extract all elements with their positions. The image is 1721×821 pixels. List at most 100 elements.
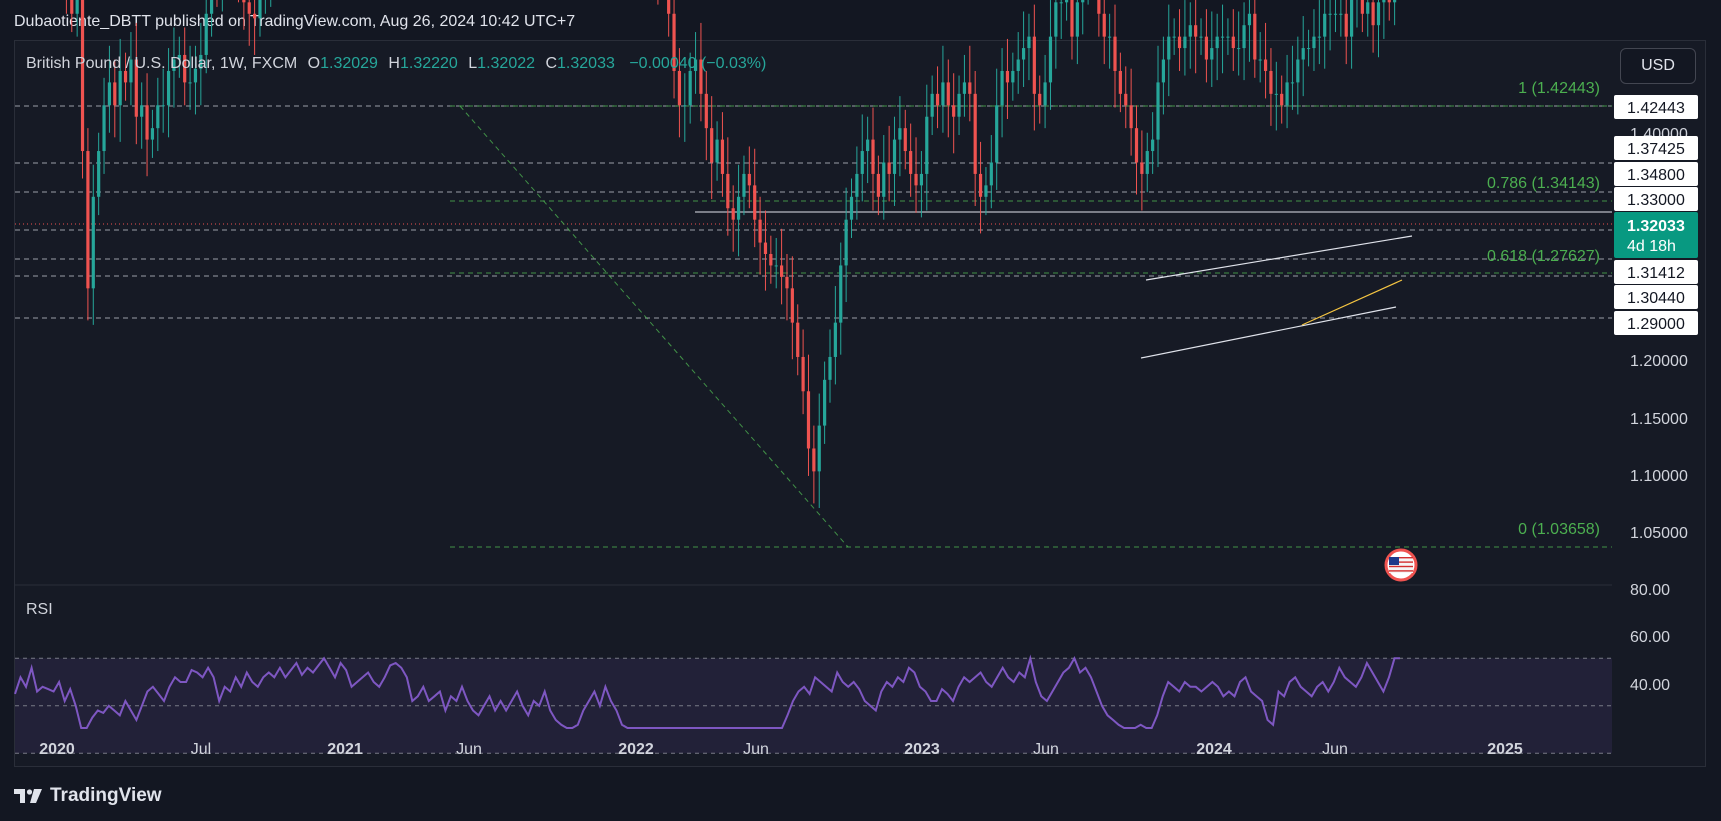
candle-body (1102, 13, 1106, 37)
candle-body (989, 162, 993, 186)
candle-body (763, 242, 768, 254)
candle-body (1231, 36, 1235, 49)
candle-body (919, 173, 924, 186)
high-value: 1.32220 (399, 55, 458, 72)
candle-body (1043, 82, 1047, 106)
candle-body (1081, 0, 1085, 3)
candle-body (978, 173, 983, 197)
candle-body (812, 448, 816, 472)
candle-body (1274, 93, 1278, 95)
candle-body (1097, 0, 1101, 14)
candle-body (731, 208, 735, 220)
candlestick-series[interactable] (16, 0, 1401, 508)
time-axis-tick: 2022 (618, 741, 654, 758)
candle-body (1194, 25, 1198, 37)
candle-body (113, 82, 117, 106)
low-value: 1.32022 (477, 55, 536, 72)
candle-body (1215, 36, 1219, 49)
us-flag-stripe (1389, 565, 1413, 568)
candle-body (1339, 13, 1343, 15)
us-flag-stripe (1389, 570, 1413, 572)
publish-info: Dubaotiente_DBTT published on TradingVie… (14, 13, 576, 30)
candle-body (925, 116, 929, 174)
candle-body (914, 173, 918, 186)
candle-body (941, 82, 945, 106)
candle-body (968, 82, 972, 94)
candle-body (753, 185, 757, 220)
candle-body (1161, 59, 1165, 83)
price-tag-label: 1.33000 (1627, 192, 1685, 209)
candle-body (839, 265, 843, 323)
time-axis-tick: 2021 (327, 741, 363, 758)
candle-body (1220, 36, 1225, 38)
candle-body (1172, 36, 1176, 38)
candle-body (747, 173, 751, 186)
bar-countdown-label: 4d 18h (1627, 238, 1676, 255)
candle-body (699, 59, 703, 94)
candle-body (1350, 0, 1354, 37)
symbol-name: British Pound / U.S. Dollar, 1W, FXCM (26, 55, 298, 72)
candle-body (1242, 25, 1246, 49)
rsi-axis-tick: 80.00 (1630, 582, 1670, 599)
candle-body (935, 93, 940, 106)
candle-body (833, 322, 837, 357)
candle-body (688, 70, 692, 106)
candle-body (80, 0, 85, 152)
candle-body (1113, 36, 1117, 71)
time-axis-tick: Jun (1033, 741, 1059, 758)
candle-body (909, 151, 913, 174)
candle-body (715, 139, 719, 163)
candle-body (1048, 36, 1053, 83)
rsi-label: RSI (26, 601, 53, 618)
low-label: L (468, 55, 478, 72)
candle-body (97, 151, 101, 197)
high-label: H (388, 55, 400, 72)
candle-body (145, 105, 149, 140)
candle-body (720, 139, 725, 174)
rsi-axis-tick: 60.00 (1630, 629, 1670, 646)
candle-body (1263, 59, 1268, 71)
currency-button[interactable]: USD (1620, 48, 1696, 84)
candle-body (930, 93, 934, 117)
chart-panel[interactable] (14, 40, 1706, 767)
candle-body (204, 13, 208, 55)
candle-body (973, 93, 977, 174)
us-flag-stripe (1389, 557, 1413, 559)
candle-body (876, 173, 880, 197)
candle-body (1118, 70, 1122, 94)
candle-body (1038, 93, 1042, 106)
candle-body (1016, 59, 1020, 71)
candle-body (1210, 48, 1214, 60)
candle-body (962, 82, 967, 94)
price-tag-label: 1.42443 (1627, 100, 1685, 117)
candle-body (1328, 13, 1332, 15)
candle-body (1124, 93, 1128, 106)
price-tag (1614, 162, 1698, 186)
current-price-tag (1614, 212, 1698, 258)
candle-body (1360, 0, 1364, 14)
candle-body (258, 0, 262, 19)
candle-body (672, 13, 676, 71)
candle-body (1075, 2, 1079, 37)
candle-body (1199, 36, 1203, 38)
rsi-line (14, 654, 1400, 729)
candle-body (882, 162, 886, 197)
price-axis-tick: 1.15000 (1630, 411, 1688, 428)
candle-body (242, 0, 246, 3)
candle-body (1253, 13, 1257, 60)
candle-body (183, 54, 187, 83)
candle-body (1059, 2, 1063, 4)
price-tag-label: 1.34800 (1627, 167, 1685, 184)
close-label: C (545, 55, 558, 72)
tradingview-logo-icon (14, 789, 42, 803)
candle-body (667, 0, 671, 14)
candle-body (1296, 59, 1300, 83)
current-price-label: 1.32033 (1627, 218, 1685, 235)
candle-body (1027, 36, 1031, 49)
candle-body (1301, 48, 1305, 60)
candle-body (849, 196, 854, 220)
us-flag-stripe (1389, 561, 1413, 563)
price-axis-tick: 1.05000 (1630, 525, 1688, 542)
candle-body (209, 0, 214, 14)
